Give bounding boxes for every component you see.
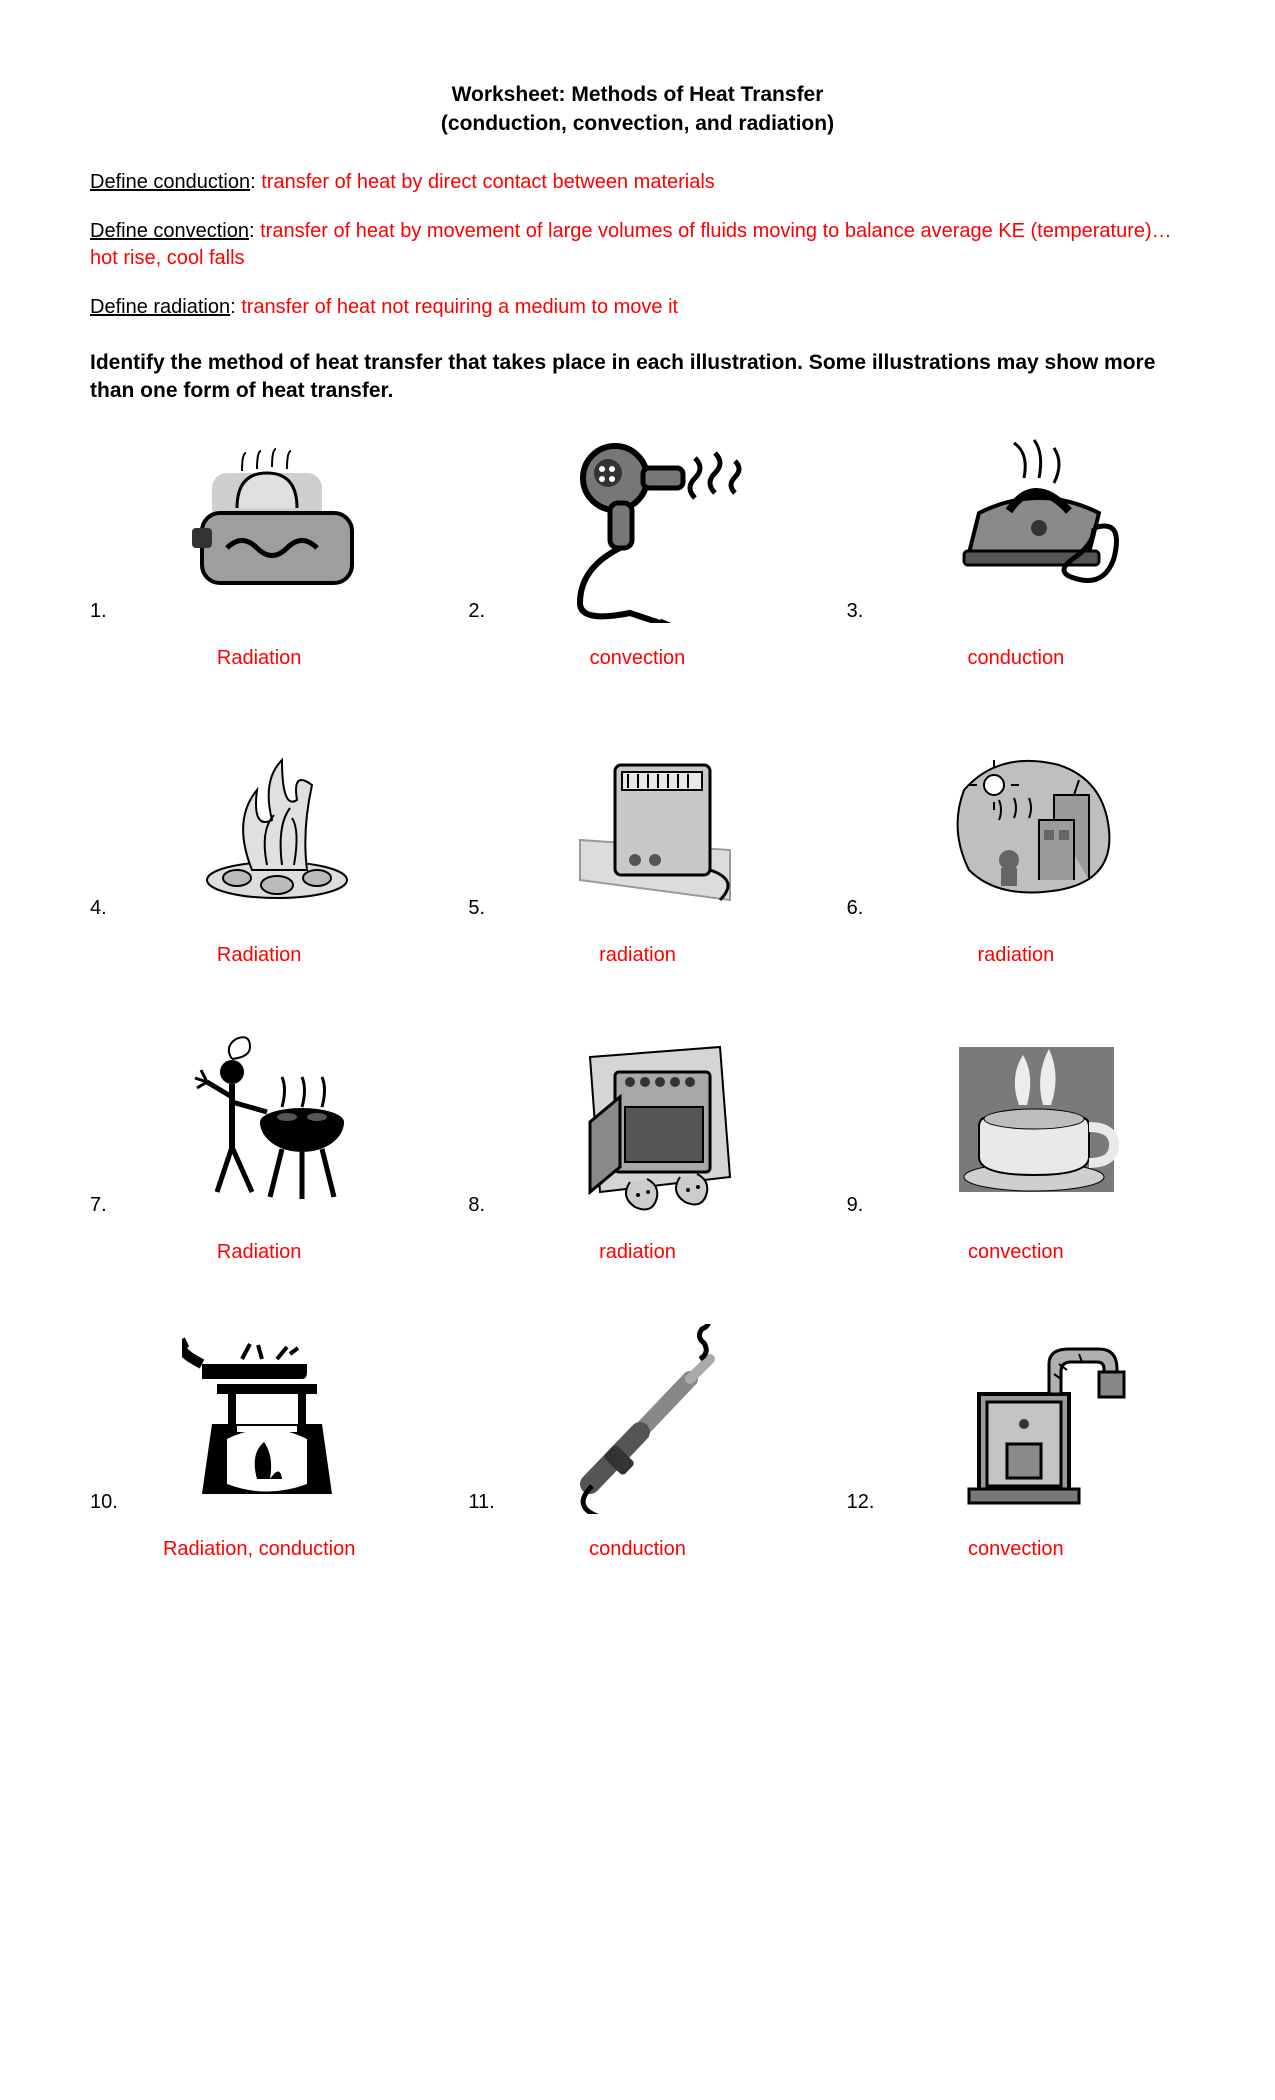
coffee-icon [883,1027,1185,1217]
definition-radiation: Define radiation: transfer of heat not r… [90,294,1185,321]
item-answer: Radiation [217,1241,302,1264]
iron-icon [883,433,1185,623]
illustration-item: 3. conduction [847,433,1185,670]
item-answer: radiation [599,944,676,967]
item-number: 8. [468,1194,496,1217]
definition-label: Define conduction [90,171,250,193]
item-number: 7. [90,1194,118,1217]
instructions: Identify the method of heat transfer tha… [90,349,1185,406]
hairdryer-icon [504,433,806,623]
definition-label: Define convection [90,220,249,242]
item-answer: radiation [599,1241,676,1264]
item-answer: convection [590,647,686,670]
oven-icon [504,1027,806,1217]
grill-icon [126,1027,428,1217]
worksheet-title: Worksheet: Methods of Heat Transfer (con… [90,80,1185,139]
toaster-icon [126,433,428,623]
stovepan-icon [126,1324,428,1514]
definition-answer: transfer of heat not requiring a medium … [241,296,678,318]
item-number: 4. [90,897,118,920]
item-answer: Radiation [217,944,302,967]
item-number: 1. [90,600,118,623]
illustration-item: 9. convection [847,1027,1185,1264]
campfire-icon [126,730,428,920]
title-line2: (conduction, convection, and radiation) [441,112,834,135]
item-number: 10. [90,1491,118,1514]
furnace-icon [883,1324,1185,1514]
illustration-item: 8. radiation [468,1027,806,1264]
item-answer: conduction [967,647,1064,670]
definition-answer: transfer of heat by direct contact betwe… [261,171,715,193]
illustration-item: 12. convection [847,1324,1185,1561]
sunbeach-icon [883,730,1185,920]
illustration-item: 7. Radiation [90,1027,428,1264]
curlingiron-icon [504,1324,806,1514]
definition-conduction: Define conduction: transfer of heat by d… [90,169,1185,196]
definition-label: Define radiation [90,296,230,318]
illustration-item: 1. Radiation [90,433,428,670]
item-number: 12. [847,1491,875,1514]
item-answer: Radiation [217,647,302,670]
item-answer: radiation [977,944,1054,967]
definition-answer: transfer of heat by movement of large vo… [90,220,1172,269]
item-answer: convection [968,1241,1064,1264]
item-number: 5. [468,897,496,920]
illustration-item: 11. conduction [468,1324,806,1561]
item-answer: conduction [589,1538,686,1561]
title-line1: Worksheet: Methods of Heat Transfer [452,83,824,106]
illustration-grid: 1. Radiation 2. convection 3. conduction… [90,433,1185,1561]
illustration-item: 2. convection [468,433,806,670]
illustration-item: 4. Radiation [90,730,428,967]
illustration-item: 5. radiation [468,730,806,967]
item-number: 9. [847,1194,875,1217]
item-number: 11. [468,1491,496,1514]
spaceheater-icon [504,730,806,920]
illustration-item: 6. radiation [847,730,1185,967]
item-answer: Radiation, conduction [163,1538,355,1561]
item-number: 3. [847,600,875,623]
definitions-block: Define conduction: transfer of heat by d… [90,169,1185,321]
item-answer: convection [968,1538,1064,1561]
item-number: 2. [468,600,496,623]
definition-convection: Define convection: transfer of heat by m… [90,218,1185,272]
item-number: 6. [847,897,875,920]
illustration-item: 10. Radiation, conduction [90,1324,428,1561]
